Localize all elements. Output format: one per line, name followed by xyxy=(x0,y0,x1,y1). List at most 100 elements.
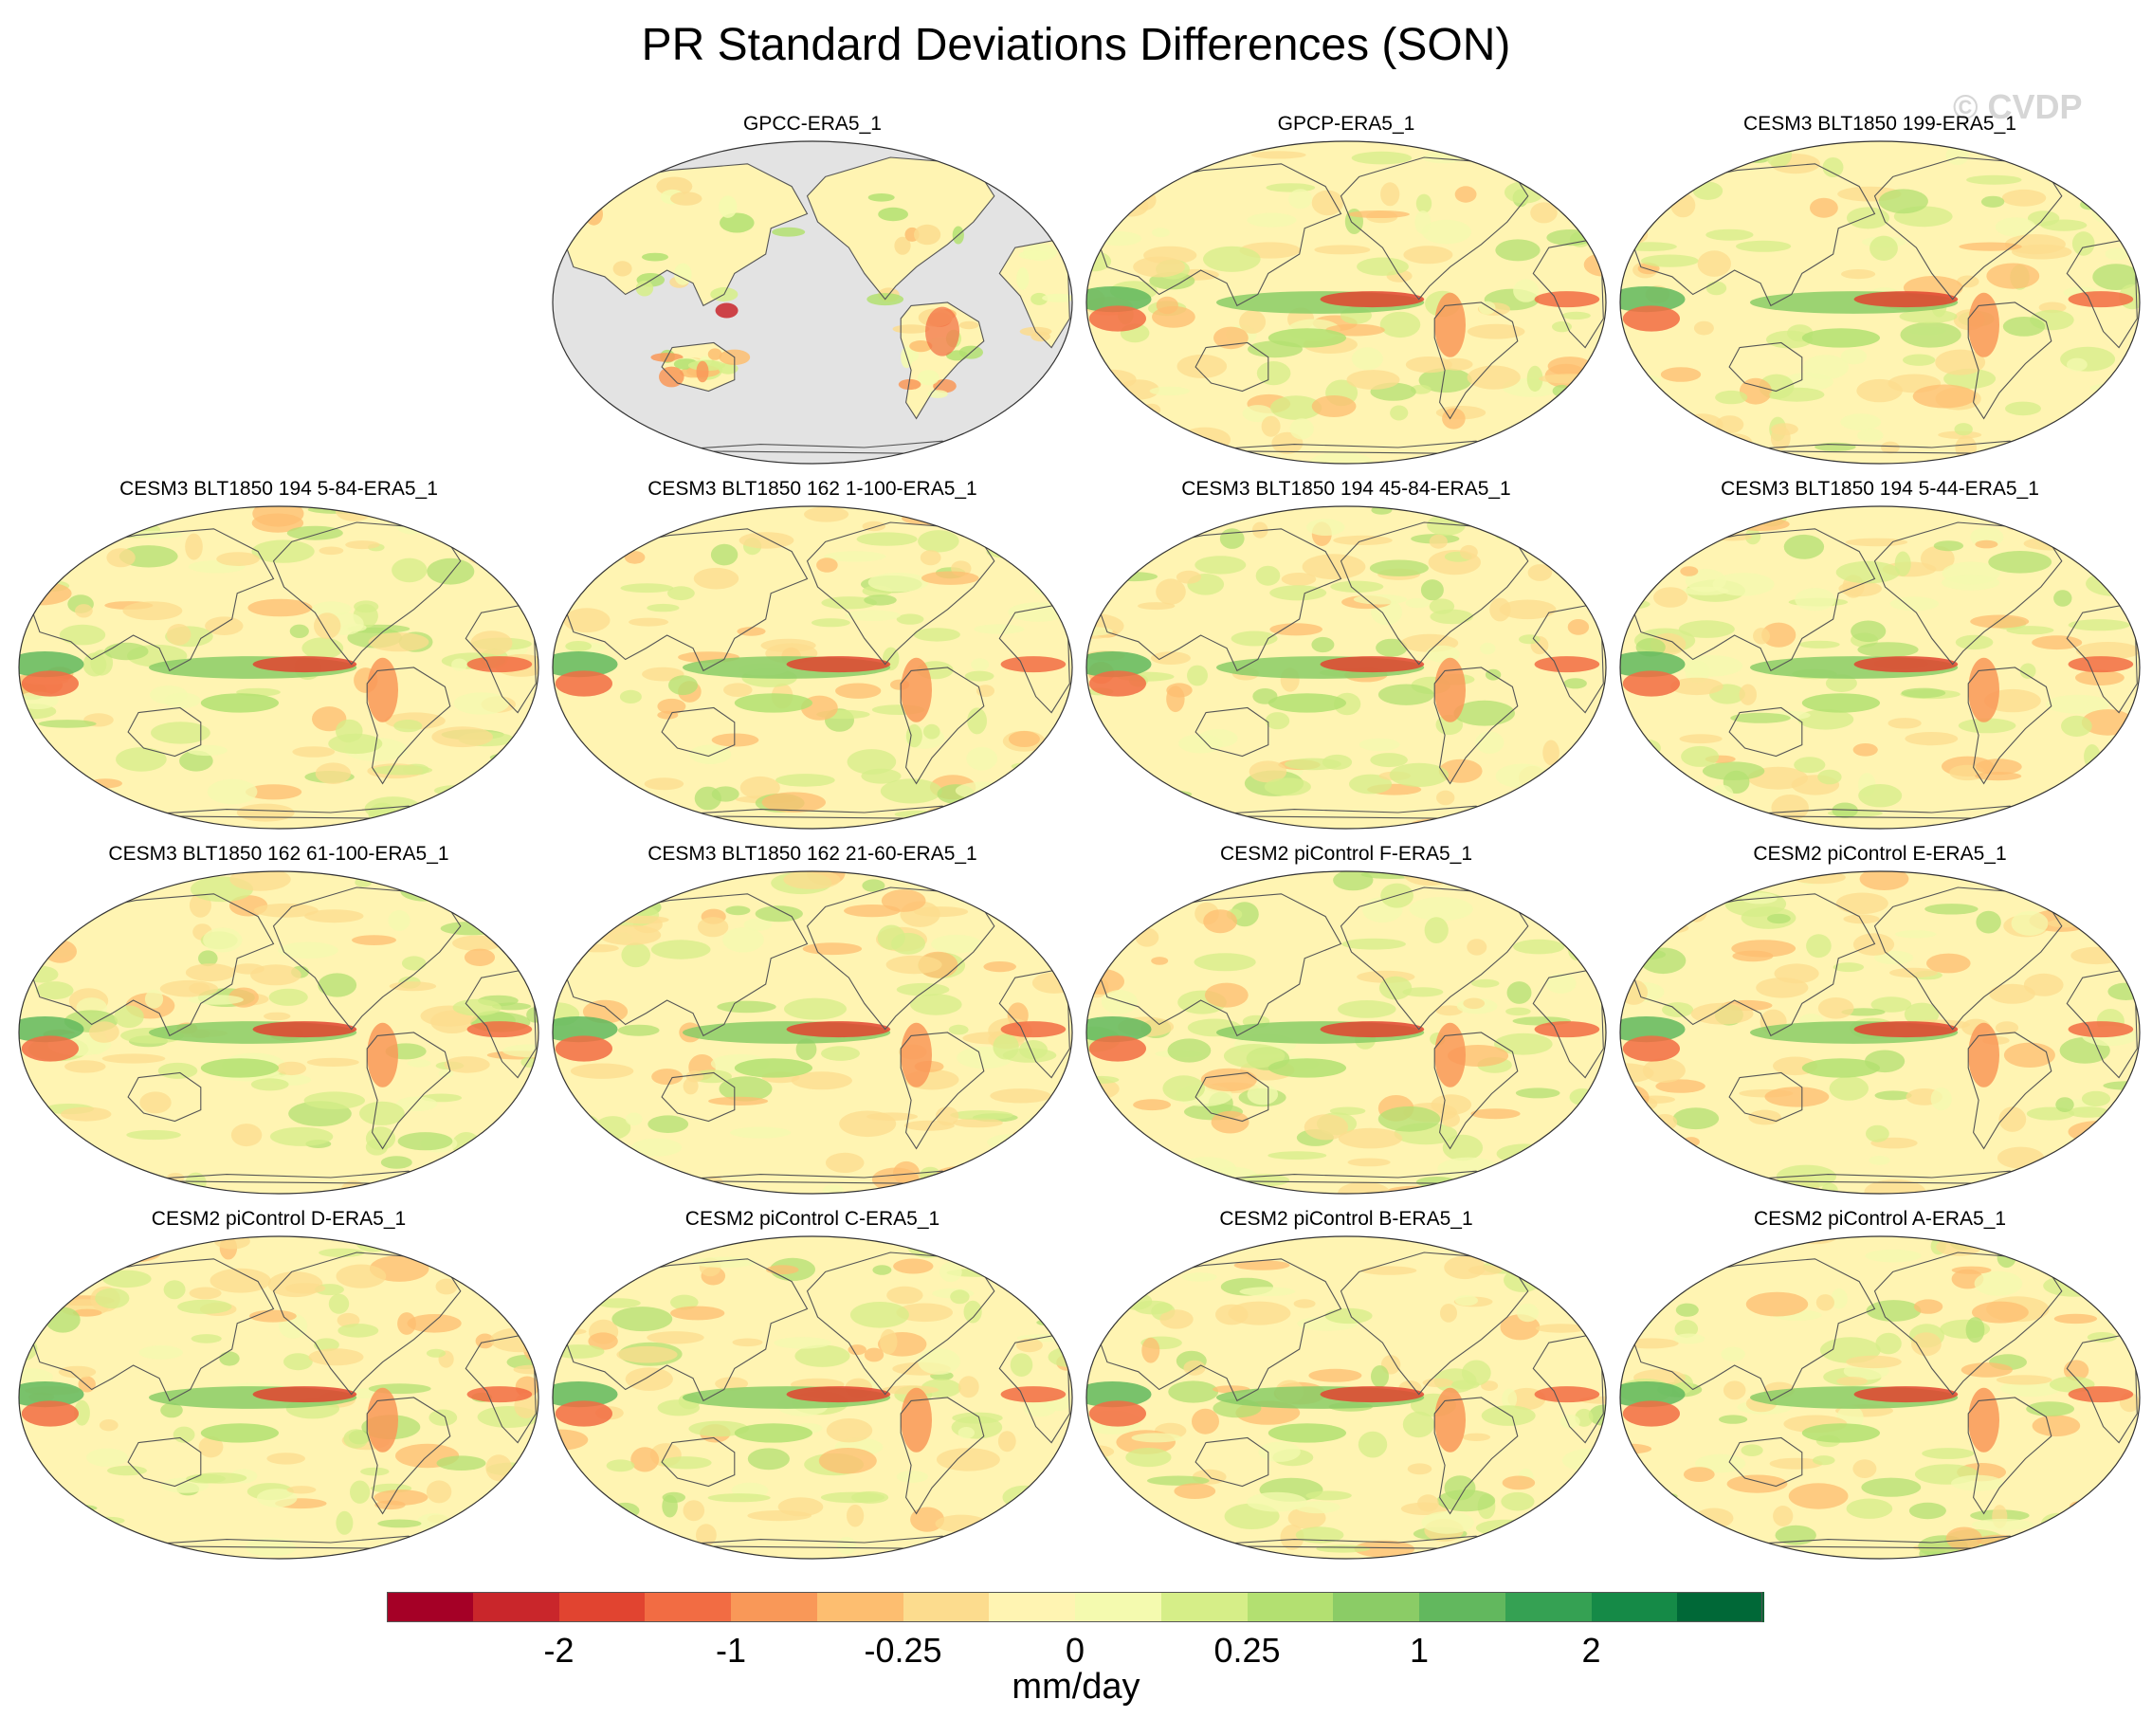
anomaly-blob xyxy=(1051,807,1072,829)
robinson-map xyxy=(18,1235,539,1560)
anomaly-blob xyxy=(1103,410,1142,431)
anomaly-blob xyxy=(1467,939,1487,956)
anomaly-blob xyxy=(837,1537,857,1555)
anomaly-blob xyxy=(862,879,885,892)
anomaly-blob xyxy=(60,1106,112,1122)
anomaly-blob xyxy=(1414,210,1432,234)
anomaly-blob xyxy=(625,1112,643,1126)
anomaly-blob xyxy=(1097,231,1142,247)
anomaly-blob xyxy=(266,1453,306,1465)
anomaly-band xyxy=(1086,286,1152,313)
anomaly-blob xyxy=(1008,731,1040,747)
anomaly-blob xyxy=(1678,620,1735,638)
anomaly-blob xyxy=(397,1132,453,1151)
anomaly-blob xyxy=(453,692,510,715)
anomaly-band xyxy=(553,651,618,678)
anomaly-blob xyxy=(289,624,309,638)
coastline-australia xyxy=(661,1071,736,1123)
anomaly-blob xyxy=(1195,556,1247,575)
anomaly-blob xyxy=(520,1297,538,1308)
anomaly-blob xyxy=(1835,892,1888,915)
anomaly-blob xyxy=(1560,791,1585,817)
anomaly-blob xyxy=(1567,1488,1606,1505)
anomaly-blob xyxy=(1478,301,1496,315)
anomaly-blob xyxy=(468,1506,490,1531)
anomaly-blob xyxy=(739,776,780,799)
anomaly-band xyxy=(1320,1386,1425,1403)
anomaly-blob xyxy=(177,1299,232,1314)
anomaly-blob xyxy=(1023,1399,1056,1417)
anomaly-blob xyxy=(470,630,513,656)
anomaly-blob xyxy=(1051,815,1071,824)
coastline-australia xyxy=(1728,341,1803,393)
coastline-samerica xyxy=(900,667,985,785)
anomaly-blob xyxy=(2011,506,2035,515)
anomaly-blob xyxy=(637,1536,657,1559)
map-border xyxy=(1619,505,2141,830)
anomaly-blob xyxy=(1924,904,1979,915)
anomaly-blob xyxy=(1178,427,1231,452)
anomaly-blob xyxy=(1997,1248,2016,1268)
anomaly-blob xyxy=(784,997,847,1020)
anomaly-blob xyxy=(219,1351,240,1366)
anomaly-blob xyxy=(1563,678,1587,689)
anomaly-blob xyxy=(2085,395,2113,417)
anomaly-blob xyxy=(1308,1368,1362,1382)
anomaly-blob xyxy=(435,1278,458,1295)
anomaly-blob xyxy=(1269,585,1327,601)
anomaly-blob xyxy=(1158,815,1214,829)
anomaly-blob xyxy=(96,1245,161,1263)
anomaly-blob xyxy=(1289,418,1314,440)
anomaly-blob xyxy=(1086,1236,1112,1249)
anomaly-blob xyxy=(563,608,611,633)
anomaly-blob xyxy=(397,1312,416,1335)
anomaly-blob xyxy=(1795,588,1835,612)
anomaly-blob xyxy=(1030,554,1066,564)
anomaly-blob xyxy=(1098,1162,1123,1174)
anomaly-blob xyxy=(1861,1477,1922,1497)
panel-title: CESM3 BLT1850 194 5-84-ERA5_1 xyxy=(119,478,438,500)
anomaly-blob xyxy=(1680,655,1743,677)
anomaly-blob xyxy=(2043,1274,2105,1297)
anomaly-blob xyxy=(368,632,429,652)
anomaly-blob xyxy=(1970,614,2030,629)
anomaly-blob xyxy=(360,1467,390,1476)
anomaly-blob xyxy=(1959,242,2022,251)
anomaly-blob xyxy=(400,882,449,902)
anomaly-blob xyxy=(308,1348,364,1366)
anomaly-blob xyxy=(342,623,367,632)
anomaly-blob xyxy=(328,1293,350,1314)
colorbar-tick-label: -2 xyxy=(543,1631,574,1670)
anomaly-blob xyxy=(621,942,650,968)
anomaly-blob xyxy=(952,1412,1003,1424)
anomaly-blob xyxy=(350,1480,371,1504)
anomaly-blob xyxy=(1176,570,1202,584)
anomaly-blob xyxy=(804,506,849,522)
anomaly-blob xyxy=(563,875,593,898)
anomaly-blob xyxy=(2071,231,2095,256)
anomaly-blob xyxy=(1636,740,1661,758)
anomaly-blob xyxy=(1961,1362,2013,1378)
anomaly-blob xyxy=(848,1344,866,1356)
anomaly-blob xyxy=(1203,246,1261,272)
anomaly-blob xyxy=(1975,758,2022,776)
colorbar-tick-label: 2 xyxy=(1581,1631,1601,1670)
anomaly-blob xyxy=(1875,1332,1902,1355)
anomaly-blob xyxy=(1480,642,1496,655)
anomaly-blob xyxy=(1506,981,1532,1004)
anomaly-blob xyxy=(301,637,344,659)
coastline-asia xyxy=(28,893,275,1037)
anomaly-band xyxy=(1622,670,1680,697)
anomaly-blob xyxy=(1527,564,1553,581)
anomaly-blob xyxy=(1502,1388,1518,1410)
anomaly-band xyxy=(1801,693,1880,713)
anomaly-blob xyxy=(1247,212,1297,228)
coastline-asia xyxy=(1630,893,1876,1037)
anomaly-blob xyxy=(1622,242,1677,251)
anomaly-blob xyxy=(761,792,826,813)
anomaly-blob xyxy=(1269,623,1322,636)
anomaly-blob xyxy=(1417,1494,1439,1512)
anomaly-blob xyxy=(1264,777,1311,796)
anomaly-blob xyxy=(629,617,669,627)
anomaly-blob xyxy=(1037,921,1064,930)
